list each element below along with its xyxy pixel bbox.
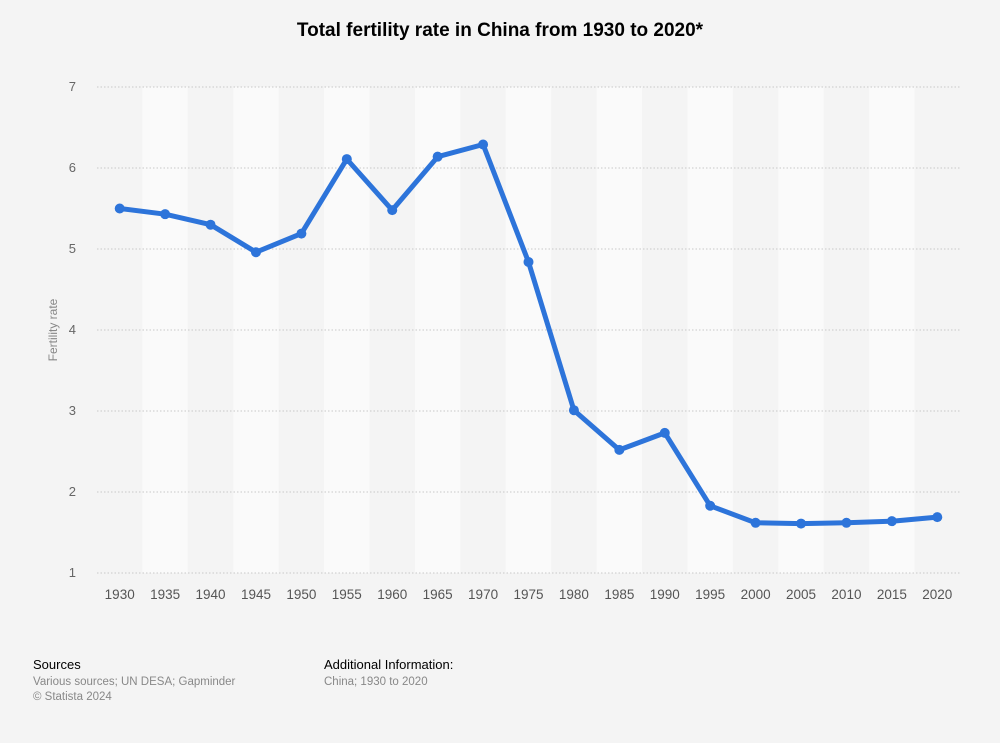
- data-point: [750, 517, 761, 528]
- x-tick-label: 2015: [877, 587, 907, 602]
- x-tick-label: 2020: [922, 587, 952, 602]
- additional-info-block: Additional Information: China; 1930 to 2…: [324, 657, 453, 690]
- x-tick-label: 1985: [604, 587, 634, 602]
- y-axis-label: Fertility rate: [46, 298, 60, 361]
- data-point: [886, 516, 897, 527]
- x-axis-ticks: 1930 1935 1940 1945 1950 1955 1960 1965 1970 1975…: [105, 587, 953, 602]
- data-point: [568, 405, 579, 416]
- data-point: [250, 247, 261, 258]
- y-tick-label: 4: [69, 322, 76, 337]
- additional-info-heading: Additional Information:: [324, 657, 454, 672]
- x-tick-label: 1940: [196, 587, 226, 602]
- y-tick-label: 6: [69, 160, 76, 175]
- column-band: [187, 87, 234, 573]
- data-points: [114, 139, 943, 529]
- data-point: [387, 205, 398, 216]
- data-point: [341, 154, 352, 165]
- x-tick-label: 1970: [468, 587, 498, 602]
- data-point: [841, 517, 852, 528]
- y-tick-label: 2: [69, 484, 76, 499]
- copyright-text: © Statista 2024: [33, 691, 112, 703]
- data-point: [932, 512, 943, 523]
- chart-title: Total fertility rate in China from 1930 …: [296, 20, 704, 41]
- x-tick-label: 2000: [741, 587, 771, 602]
- x-tick-label: 1980: [559, 587, 589, 602]
- data-point: [478, 139, 489, 150]
- x-tick-label: 1950: [286, 587, 316, 602]
- data-point: [114, 203, 125, 214]
- x-tick-label: 1960: [377, 587, 407, 602]
- y-tick-label: 7: [69, 79, 76, 94]
- sources-heading: Sources: [33, 657, 81, 672]
- y-tick-label: 3: [69, 403, 76, 418]
- x-tick-label: 1975: [513, 587, 543, 602]
- y-tick-label: 1: [69, 565, 76, 580]
- x-tick-label: 1935: [150, 587, 180, 602]
- additional-info-text: China; 1930 to 2020: [324, 676, 428, 688]
- x-tick-label: 1965: [423, 587, 453, 602]
- data-point: [614, 444, 625, 455]
- y-axis-ticks: 1 2 3 4 5 6 7: [69, 79, 76, 580]
- data-point: [796, 518, 807, 529]
- data-point: [160, 209, 171, 220]
- data-point: [659, 427, 670, 438]
- data-point: [296, 228, 307, 239]
- x-tick-label: 1955: [332, 587, 362, 602]
- x-tick-label: 2005: [786, 587, 816, 602]
- data-point: [523, 256, 534, 267]
- sources-block: Sources Various sources; UN DESA; Gapmin…: [33, 657, 235, 705]
- line-chart: 1 2 3 4 5 6 7 1930 1935 1940 1945 1950 1955 1960 1965…: [46, 79, 960, 602]
- sources-text[interactable]: Various sources; UN DESA; Gapminder: [33, 676, 236, 688]
- data-point: [705, 500, 716, 511]
- y-tick-label: 5: [69, 241, 76, 256]
- x-tick-label: 1990: [650, 587, 680, 602]
- data-point: [205, 219, 216, 230]
- x-tick-label: 2010: [831, 587, 861, 602]
- x-tick-label: 1995: [695, 587, 725, 602]
- x-tick-label: 1930: [105, 587, 135, 602]
- x-tick-label: 1945: [241, 587, 271, 602]
- gridlines: [97, 86, 960, 574]
- data-point: [432, 151, 443, 162]
